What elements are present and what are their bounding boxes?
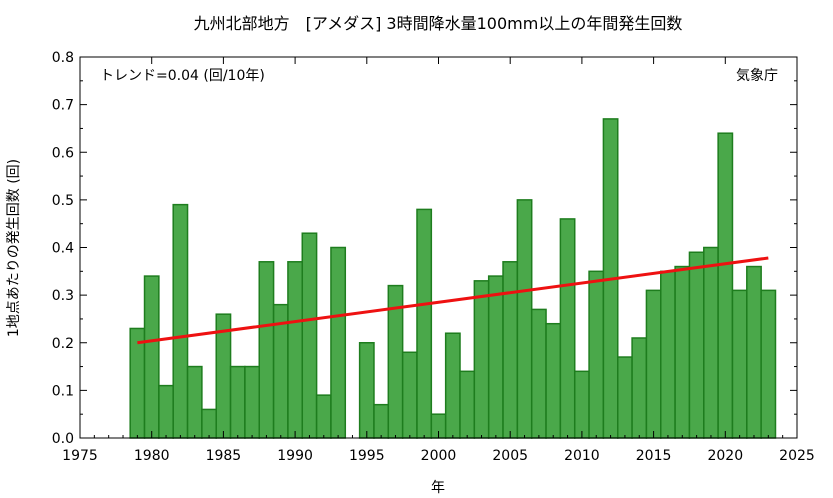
bar-1993: [330, 246, 347, 439]
bar-2013: [617, 356, 633, 439]
bar-1999: [416, 208, 433, 439]
source-label: 気象庁: [736, 68, 778, 84]
bar-2004: [487, 275, 504, 439]
y-tick-label: 0.7: [52, 98, 74, 114]
bar-1991: [301, 232, 318, 439]
bar-1988: [258, 261, 275, 439]
bar-2015: [645, 289, 662, 439]
bar-1996: [373, 403, 390, 439]
bar-1998: [401, 351, 418, 439]
y-tick-label: 0.0: [52, 431, 74, 447]
bar-2007: [530, 308, 547, 439]
x-axis: 1975 1980 1985 1990 1995 2000 2005 2010 2015 2020…: [62, 57, 815, 464]
bar-2021: [731, 289, 748, 439]
y-axis: 0.0 0.1 0.2 0.3 0.4 0.5 0.6 0.7 0.8: [52, 50, 797, 447]
bar-2006: [516, 199, 533, 439]
bar-2011: [588, 270, 605, 439]
bar-1981: [158, 384, 174, 439]
bar-2002: [459, 370, 476, 439]
bar-2001: [444, 332, 461, 439]
x-tick-label: 2000: [421, 448, 457, 464]
bar-2020: [717, 132, 734, 439]
bar-1986: [229, 365, 246, 439]
trend-line: [137, 256, 769, 345]
x-tick-label: 2015: [636, 448, 672, 464]
bar-2008: [545, 322, 562, 439]
x-tick-label: 1980: [134, 448, 170, 464]
bar-1987: [244, 365, 261, 439]
bar-2010: [573, 370, 590, 439]
bar-1990: [287, 261, 304, 439]
chart-title: 九州北部地方 [アメダス] 3時間降水量100mm以上の年間発生回数: [194, 14, 683, 33]
bar-1995: [358, 342, 375, 439]
y-tick-label: 0.5: [52, 193, 74, 209]
bar-2018: [688, 251, 705, 439]
bar-2009: [559, 218, 576, 439]
y-tick-label: 0.2: [52, 336, 74, 352]
bar-2017: [674, 265, 691, 439]
bar-2005: [502, 261, 519, 439]
bar-1982: [172, 203, 189, 439]
bar-1984: [201, 408, 217, 439]
x-tick-label: 2010: [564, 448, 600, 464]
x-tick-label: 1975: [62, 448, 98, 464]
y-tick-label: 0.6: [52, 145, 74, 161]
bar-2022: [746, 265, 762, 439]
bar-1980: [143, 275, 160, 439]
bar-1979: [129, 327, 146, 439]
x-tick-label: 2025: [779, 448, 815, 464]
x-tick-label: 1985: [206, 448, 242, 464]
bar-2016: [660, 270, 676, 439]
bars: [129, 118, 777, 439]
bar-1983: [186, 365, 203, 439]
trend-annotation: トレンド=0.04 (回/10年): [100, 68, 265, 84]
y-tick-label: 0.4: [52, 241, 74, 257]
bar-2023: [760, 289, 777, 439]
y-tick-label: 0.1: [52, 383, 74, 399]
bar-2003: [473, 280, 490, 439]
x-tick-label: 2005: [492, 448, 528, 464]
y-tick-label: 0.8: [52, 50, 74, 66]
bar-2019: [703, 246, 719, 439]
x-tick-label: 2020: [707, 448, 743, 464]
bar-2014: [631, 337, 648, 439]
x-tick-label: 1995: [349, 448, 385, 464]
y-axis-label: 1地点あたりの発生回数 (回): [6, 159, 22, 337]
x-axis-label: 年: [431, 480, 445, 496]
x-tick-label: 1990: [277, 448, 313, 464]
y-tick-label: 0.3: [52, 288, 74, 304]
bar-1992: [315, 394, 332, 439]
